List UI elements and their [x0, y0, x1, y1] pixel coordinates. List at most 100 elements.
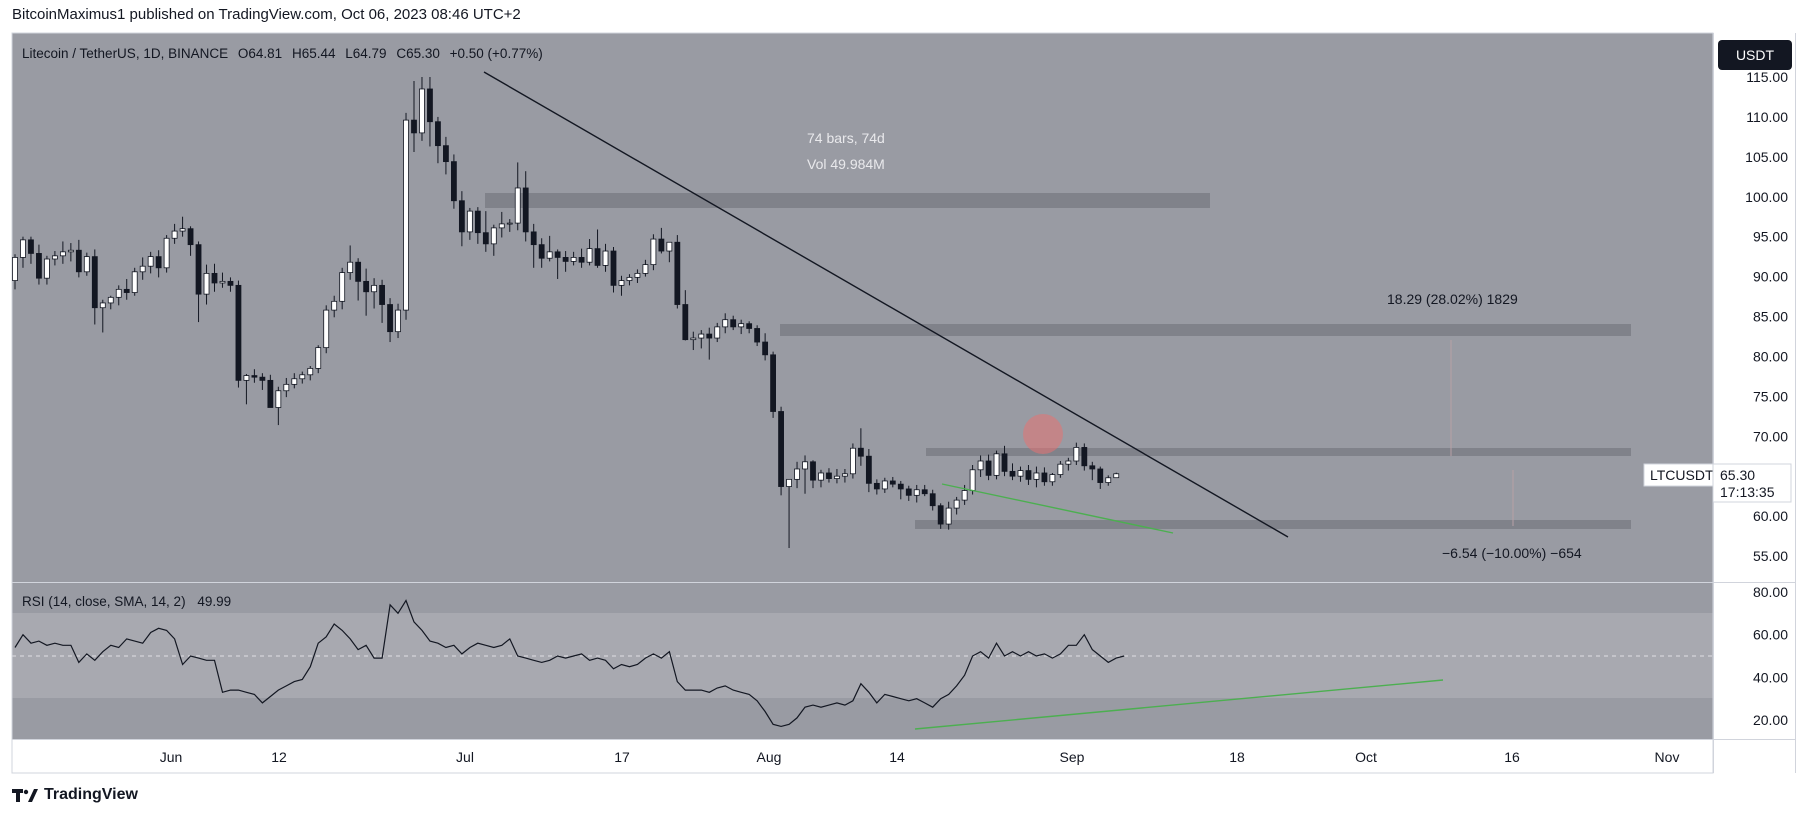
candle — [626, 276, 633, 281]
candle — [905, 488, 912, 496]
rsi-tick-label: 20.00 — [1753, 712, 1788, 728]
candle — [474, 210, 481, 234]
candle — [562, 257, 569, 262]
candle — [1001, 453, 1008, 472]
candle — [411, 119, 417, 134]
candle — [331, 300, 338, 311]
price-pane[interactable] — [12, 33, 1713, 582]
candle — [83, 256, 90, 273]
candle — [586, 248, 593, 263]
candle — [339, 272, 346, 302]
candle — [323, 309, 330, 349]
candle — [961, 490, 968, 501]
candle — [770, 354, 776, 412]
candle — [1089, 465, 1096, 470]
candle — [1065, 460, 1072, 465]
candle — [754, 328, 761, 343]
candle — [921, 489, 928, 495]
candle — [881, 480, 888, 490]
candle — [738, 323, 745, 328]
candle — [115, 288, 122, 298]
time-axis: Jun 12 Jul 17 Aug 14 Sep 18 Oct 16 Nov — [160, 749, 1680, 765]
brand-name: TradingView — [44, 786, 138, 803]
candles-group — [12, 77, 1120, 549]
candle — [1073, 447, 1080, 462]
rsi-tick-label: 60.00 — [1753, 627, 1788, 643]
currency-button[interactable]: USDT — [1718, 40, 1792, 70]
candle — [379, 284, 385, 305]
candle — [1049, 474, 1056, 483]
candle — [458, 200, 465, 233]
candle — [794, 468, 800, 480]
time-tick-label: 18 — [1229, 749, 1245, 765]
price-tag-countdown: 17:13:35 — [1720, 484, 1775, 500]
price-tag: LTCUSDT 65.30 17:13:35 — [1643, 463, 1792, 503]
time-tick-label: Sep — [1060, 749, 1085, 765]
candle — [762, 341, 769, 356]
candle — [498, 223, 505, 229]
candle — [395, 309, 401, 333]
candle — [28, 239, 34, 254]
candle — [1009, 470, 1016, 477]
rsi-legend: RSI (14, close, SMA, 14, 2) 49.99 — [22, 594, 231, 609]
candle — [355, 261, 362, 282]
price-tick-label: 95.00 — [1753, 229, 1788, 245]
symbol-name: Litecoin / TetherUS, 1D, BINANCE — [22, 46, 228, 61]
candle — [291, 378, 298, 385]
rsi-label: RSI (14, close, SMA, 14, 2) — [22, 594, 186, 609]
candle — [363, 280, 370, 293]
candle — [945, 507, 952, 525]
price-tick-label: 60.00 — [1753, 508, 1788, 524]
candle — [155, 256, 162, 269]
descending-trendline — [483, 71, 1289, 538]
candle — [275, 390, 282, 408]
candle — [347, 261, 354, 273]
resistance-zone-100 — [485, 193, 1210, 208]
candle — [427, 88, 433, 123]
down-measure-label: −6.54 (−10.00%) −654 — [1442, 545, 1582, 561]
candle — [857, 447, 864, 457]
candle — [1081, 447, 1088, 467]
candle — [443, 145, 449, 163]
price-tick-label: 100.00 — [1745, 189, 1788, 205]
candle — [522, 187, 529, 233]
open-value: 64.81 — [248, 46, 282, 61]
candle — [283, 383, 290, 392]
published-info: BitcoinMaximus1 published on TradingView… — [12, 6, 521, 23]
high-value: 65.44 — [302, 46, 336, 61]
candle — [698, 333, 705, 339]
candle — [778, 411, 784, 487]
candle — [67, 249, 74, 253]
candle — [546, 251, 553, 259]
price-tick-label: 90.00 — [1753, 269, 1788, 285]
candle — [610, 250, 617, 286]
candle — [147, 256, 154, 267]
candle — [985, 460, 992, 476]
candle — [163, 237, 170, 269]
rsi-tick-label: 40.00 — [1753, 669, 1788, 685]
candle — [730, 319, 737, 328]
candle — [722, 319, 729, 328]
price-tick-label: 80.00 — [1753, 348, 1788, 364]
candle — [219, 280, 226, 284]
resistance-zone-68 — [926, 448, 1631, 456]
candle — [746, 323, 753, 329]
candle — [674, 241, 681, 305]
support-zone-60 — [915, 520, 1631, 529]
price-tick-label: 110.00 — [1746, 109, 1788, 125]
candle — [450, 161, 457, 202]
candle — [1033, 472, 1040, 480]
candle — [618, 280, 625, 286]
candle — [52, 255, 58, 260]
resistance-zone-83 — [780, 324, 1631, 336]
up-measure-label: 18.29 (28.02%) 1829 — [1387, 291, 1518, 307]
candle — [12, 257, 18, 281]
candle — [179, 228, 186, 232]
time-tick-label: Jul — [456, 749, 474, 765]
low-value: 64.79 — [353, 46, 387, 61]
candle — [666, 241, 673, 252]
candle — [482, 232, 489, 245]
price-tick-label: 75.00 — [1753, 388, 1788, 404]
candle — [642, 264, 649, 274]
